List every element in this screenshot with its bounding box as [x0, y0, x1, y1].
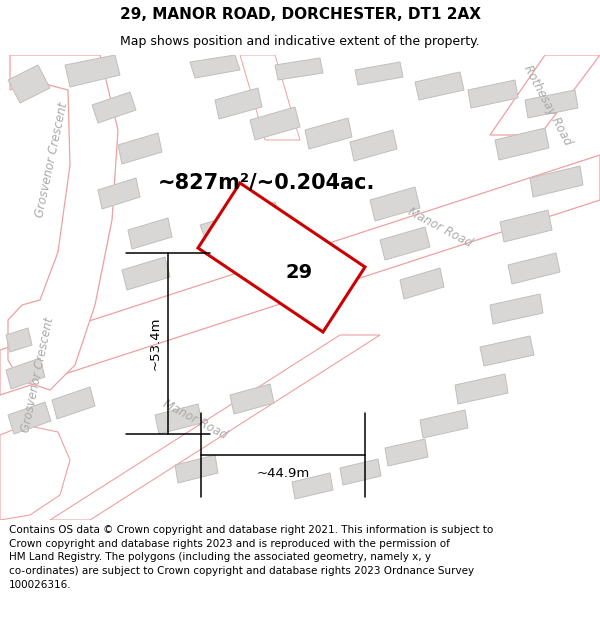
Text: ~53.4m: ~53.4m: [149, 317, 162, 370]
Polygon shape: [175, 455, 218, 483]
Polygon shape: [240, 55, 300, 140]
Polygon shape: [128, 218, 172, 249]
Polygon shape: [525, 90, 578, 118]
Polygon shape: [370, 187, 420, 221]
Polygon shape: [500, 210, 552, 242]
Polygon shape: [6, 328, 32, 352]
Polygon shape: [6, 358, 45, 389]
Polygon shape: [275, 58, 323, 80]
Polygon shape: [415, 72, 464, 100]
Polygon shape: [52, 387, 95, 419]
Polygon shape: [65, 55, 120, 87]
Text: Grosvenor Crescent: Grosvenor Crescent: [19, 316, 56, 434]
Polygon shape: [92, 92, 136, 123]
Polygon shape: [305, 118, 352, 149]
Polygon shape: [215, 88, 262, 119]
Polygon shape: [8, 55, 118, 390]
Polygon shape: [118, 133, 162, 164]
Polygon shape: [490, 55, 600, 135]
Text: Map shows position and indicative extent of the property.: Map shows position and indicative extent…: [120, 35, 480, 48]
Polygon shape: [250, 107, 300, 140]
Text: Rothesay Road: Rothesay Road: [521, 62, 575, 148]
Polygon shape: [340, 459, 381, 485]
Polygon shape: [0, 425, 70, 520]
Polygon shape: [198, 183, 365, 332]
Text: Contains OS data © Crown copyright and database right 2021. This information is : Contains OS data © Crown copyright and d…: [9, 525, 493, 589]
Polygon shape: [230, 384, 274, 414]
Text: ~827m²/~0.204ac.: ~827m²/~0.204ac.: [158, 172, 376, 192]
Polygon shape: [8, 65, 50, 103]
Polygon shape: [495, 128, 549, 160]
Polygon shape: [420, 410, 468, 438]
Polygon shape: [400, 268, 444, 299]
Text: Manor Road: Manor Road: [161, 398, 229, 442]
Polygon shape: [530, 166, 583, 197]
Polygon shape: [200, 202, 283, 246]
Polygon shape: [385, 439, 428, 466]
Polygon shape: [355, 62, 403, 85]
Polygon shape: [98, 178, 140, 209]
Polygon shape: [122, 257, 170, 290]
Polygon shape: [0, 155, 600, 395]
Text: Grosvenor Crescent: Grosvenor Crescent: [34, 101, 71, 219]
Text: Manor Road: Manor Road: [406, 206, 475, 251]
Polygon shape: [155, 404, 202, 434]
Polygon shape: [468, 80, 518, 108]
Text: ~44.9m: ~44.9m: [256, 467, 310, 480]
Polygon shape: [508, 253, 560, 284]
Polygon shape: [380, 227, 430, 260]
Polygon shape: [8, 402, 51, 434]
Polygon shape: [490, 294, 543, 324]
Polygon shape: [50, 335, 380, 520]
Text: 29: 29: [286, 263, 313, 282]
Polygon shape: [455, 374, 508, 404]
Polygon shape: [350, 130, 397, 161]
Polygon shape: [292, 473, 333, 499]
Text: 29, MANOR ROAD, DORCHESTER, DT1 2AX: 29, MANOR ROAD, DORCHESTER, DT1 2AX: [119, 8, 481, 22]
Polygon shape: [480, 336, 534, 366]
Polygon shape: [190, 55, 240, 78]
